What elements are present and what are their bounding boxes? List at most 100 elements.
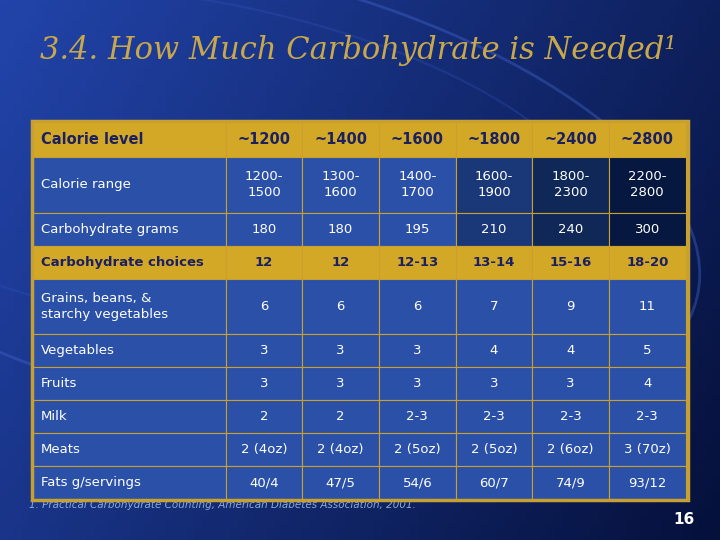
Bar <box>532 157 609 213</box>
Bar <box>225 400 302 434</box>
Text: 47/5: 47/5 <box>325 476 356 489</box>
Text: 16: 16 <box>673 511 695 526</box>
Bar <box>225 122 302 157</box>
Text: ~2400: ~2400 <box>544 132 597 147</box>
Text: 3: 3 <box>490 377 498 390</box>
Text: 93/12: 93/12 <box>628 476 667 489</box>
Text: 3.4. How Much Carbohydrate is Needed¹: 3.4. How Much Carbohydrate is Needed¹ <box>40 35 676 66</box>
Bar <box>379 122 456 157</box>
Bar <box>379 400 456 434</box>
Bar <box>379 246 456 279</box>
Bar <box>32 400 225 434</box>
Bar <box>379 279 456 334</box>
Text: Calorie range: Calorie range <box>41 178 131 191</box>
Text: 1800-
2300: 1800- 2300 <box>552 170 590 199</box>
Bar <box>302 279 379 334</box>
Text: Meats: Meats <box>41 443 81 456</box>
Bar <box>379 157 456 213</box>
Text: 11: 11 <box>639 300 656 313</box>
Text: 54/6: 54/6 <box>402 476 432 489</box>
Bar <box>302 334 379 367</box>
Bar <box>32 334 225 367</box>
Text: Grains, beans, &
starchy vegetables: Grains, beans, & starchy vegetables <box>41 292 168 321</box>
Text: 9: 9 <box>567 300 575 313</box>
Text: 3: 3 <box>260 377 269 390</box>
Bar <box>456 467 532 500</box>
Bar <box>456 213 532 246</box>
Text: 1600-
1900: 1600- 1900 <box>474 170 513 199</box>
Bar <box>225 334 302 367</box>
Text: ~1400: ~1400 <box>314 132 367 147</box>
Text: 180: 180 <box>328 222 354 235</box>
Text: 15-16: 15-16 <box>549 255 592 268</box>
Bar <box>609 246 685 279</box>
Bar <box>32 122 225 157</box>
Bar <box>225 367 302 400</box>
Text: ~1200: ~1200 <box>238 132 290 147</box>
Bar <box>456 122 532 157</box>
Text: 2-3: 2-3 <box>483 410 505 423</box>
Text: ~2800: ~2800 <box>621 132 674 147</box>
Bar <box>302 400 379 434</box>
Text: Fruits: Fruits <box>41 377 78 390</box>
Text: 2 (4oz): 2 (4oz) <box>240 443 287 456</box>
Text: 2-3: 2-3 <box>636 410 658 423</box>
Bar <box>379 434 456 467</box>
Bar <box>379 467 456 500</box>
Bar <box>302 246 379 279</box>
Bar <box>302 367 379 400</box>
Bar <box>225 157 302 213</box>
Text: Fats g/servings: Fats g/servings <box>41 476 141 489</box>
Text: 3: 3 <box>567 377 575 390</box>
Bar <box>32 467 225 500</box>
Bar <box>532 367 609 400</box>
Bar <box>609 157 685 213</box>
Bar <box>609 279 685 334</box>
Bar <box>456 279 532 334</box>
Bar <box>532 213 609 246</box>
Text: 1200-
1500: 1200- 1500 <box>245 170 283 199</box>
Bar <box>609 467 685 500</box>
Bar <box>532 279 609 334</box>
Bar <box>532 122 609 157</box>
Bar <box>609 400 685 434</box>
Bar <box>32 122 688 500</box>
Text: 13-14: 13-14 <box>473 255 516 268</box>
Text: 4: 4 <box>643 377 652 390</box>
Text: 2 (5oz): 2 (5oz) <box>394 443 441 456</box>
Text: 12: 12 <box>331 255 350 268</box>
Bar <box>302 467 379 500</box>
Text: 195: 195 <box>405 222 430 235</box>
Text: 12-13: 12-13 <box>396 255 438 268</box>
Text: Carbohydrate choices: Carbohydrate choices <box>41 255 204 268</box>
Bar <box>456 157 532 213</box>
Bar <box>32 279 225 334</box>
Bar <box>32 157 225 213</box>
Bar <box>225 467 302 500</box>
Bar <box>225 279 302 334</box>
Text: Carbohydrate grams: Carbohydrate grams <box>41 222 179 235</box>
Bar <box>302 122 379 157</box>
Bar <box>456 334 532 367</box>
Bar <box>532 334 609 367</box>
Text: 6: 6 <box>413 300 421 313</box>
Text: 210: 210 <box>481 222 507 235</box>
Bar <box>532 434 609 467</box>
Text: 2: 2 <box>260 410 269 423</box>
Text: ~1600: ~1600 <box>391 132 444 147</box>
Text: 1300-
1600: 1300- 1600 <box>321 170 360 199</box>
Bar <box>609 434 685 467</box>
Bar <box>456 400 532 434</box>
Bar <box>609 334 685 367</box>
Bar <box>32 213 225 246</box>
Bar <box>302 434 379 467</box>
Text: 4: 4 <box>567 345 575 357</box>
Text: 5: 5 <box>643 345 652 357</box>
Bar <box>32 434 225 467</box>
Text: 1. Practical Carbohydrate Counting, American Diabetes Association, 2001.: 1. Practical Carbohydrate Counting, Amer… <box>29 500 415 510</box>
Text: 3: 3 <box>260 345 269 357</box>
Text: 2-3: 2-3 <box>407 410 428 423</box>
Text: 7: 7 <box>490 300 498 313</box>
Text: 2-3: 2-3 <box>559 410 582 423</box>
Text: 1400-
1700: 1400- 1700 <box>398 170 436 199</box>
